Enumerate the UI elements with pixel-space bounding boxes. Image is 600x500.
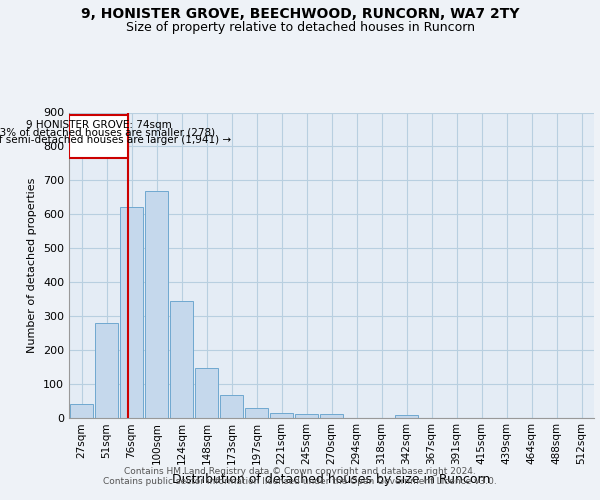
Bar — [69, 115, 128, 158]
X-axis label: Distribution of detached houses by size in Runcorn: Distribution of detached houses by size … — [172, 473, 491, 486]
Bar — [295, 414, 319, 418]
Bar — [70, 404, 94, 417]
Text: 9, HONISTER GROVE, BEECHWOOD, RUNCORN, WA7 2TY: 9, HONISTER GROVE, BEECHWOOD, RUNCORN, W… — [81, 8, 519, 22]
Text: 9 HONISTER GROVE: 74sqm: 9 HONISTER GROVE: 74sqm — [25, 120, 171, 130]
Text: ← 13% of detached houses are smaller (278): ← 13% of detached houses are smaller (27… — [0, 128, 215, 138]
Bar — [269, 413, 293, 418]
Bar — [320, 414, 343, 418]
Bar — [170, 300, 193, 418]
Bar — [220, 396, 244, 417]
Text: Size of property relative to detached houses in Runcorn: Size of property relative to detached ho… — [125, 21, 475, 34]
Y-axis label: Number of detached properties: Number of detached properties — [28, 178, 37, 352]
Bar — [145, 191, 169, 418]
Bar — [245, 408, 268, 418]
Text: Contains HM Land Registry data © Crown copyright and database right 2024.: Contains HM Land Registry data © Crown c… — [124, 467, 476, 476]
Bar — [119, 206, 143, 418]
Text: Contains public sector information licensed under the Open Government Licence v3: Contains public sector information licen… — [103, 477, 497, 486]
Text: 87% of semi-detached houses are larger (1,941) →: 87% of semi-detached houses are larger (… — [0, 135, 231, 145]
Bar — [395, 415, 418, 418]
Bar — [194, 368, 218, 418]
Bar — [95, 324, 118, 418]
